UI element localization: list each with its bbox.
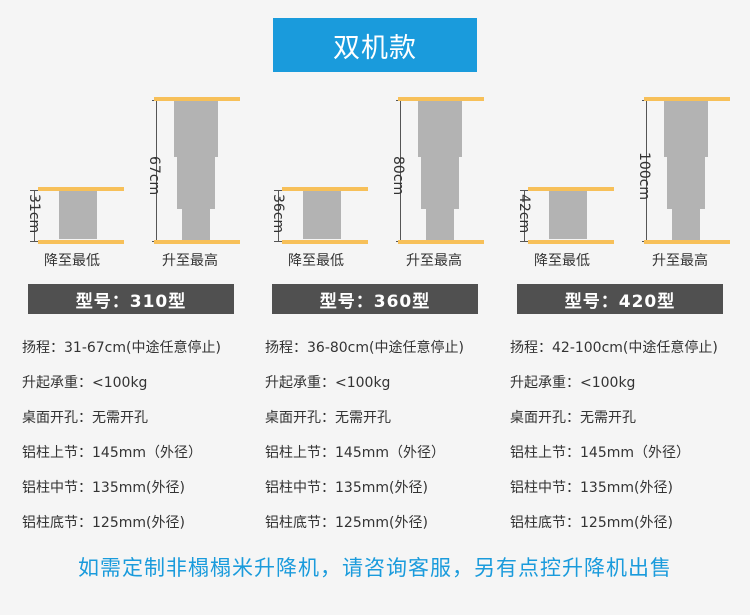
base-plate bbox=[154, 240, 240, 244]
spec-upper-tube: 铝柱上节：145mm（外径） bbox=[22, 445, 202, 461]
spec-hole: 桌面开孔：无需开孔 bbox=[22, 410, 148, 426]
height-diagram: 31cm 67cm 降至最低 升至最高 bbox=[20, 90, 265, 275]
max-height-label: 100cm bbox=[636, 152, 652, 201]
footer-notice: 如需定制非榻榻米升降机，请咨询客服，另有点控升降机出售 bbox=[78, 556, 672, 580]
spec-hole: 桌面开孔：无需开孔 bbox=[265, 410, 391, 426]
column-middle bbox=[177, 157, 215, 209]
spec-middle-tube: 铝柱中节：135mm(外径) bbox=[22, 480, 185, 496]
tabletop-plate bbox=[398, 97, 484, 101]
column-lower bbox=[182, 209, 210, 240]
base-plate bbox=[528, 240, 614, 244]
max-height-label: 67cm bbox=[146, 156, 162, 196]
lowered-column bbox=[549, 191, 587, 239]
spec-stroke: 扬程：36-80cm(中途任意停止) bbox=[265, 340, 464, 356]
tabletop-plate bbox=[528, 187, 614, 191]
spec-upper-tube: 铝柱上节：145mm（外径） bbox=[510, 445, 690, 461]
spec-stroke: 扬程：42-100cm(中途任意停止) bbox=[510, 340, 718, 356]
base-plate bbox=[38, 240, 124, 244]
base-plate bbox=[282, 240, 368, 244]
column-upper bbox=[174, 101, 218, 157]
height-diagram: 42cm 100cm 降至最低 升至最高 bbox=[508, 90, 750, 275]
tabletop-plate bbox=[154, 97, 240, 101]
base-plate bbox=[644, 240, 730, 244]
spec-bottom-tube: 铝柱底节：125mm(外径) bbox=[265, 515, 428, 531]
lowest-caption: 降至最低 bbox=[288, 253, 344, 269]
spec-load: 升起承重：<100kg bbox=[22, 375, 148, 391]
column-middle bbox=[667, 157, 705, 209]
highest-caption: 升至最高 bbox=[406, 253, 462, 269]
lowest-caption: 降至最低 bbox=[44, 253, 100, 269]
spec-bottom-tube: 铝柱底节：125mm(外径) bbox=[22, 515, 185, 531]
spec-hole: 桌面开孔：无需开孔 bbox=[510, 410, 636, 426]
column-lower bbox=[426, 209, 454, 240]
spec-upper-tube: 铝柱上节：145mm（外径） bbox=[265, 445, 445, 461]
tabletop-plate bbox=[282, 187, 368, 191]
column-upper bbox=[418, 101, 462, 157]
min-height-label: 36cm bbox=[270, 194, 286, 234]
tabletop-plate bbox=[644, 97, 730, 101]
spec-stroke: 扬程：31-67cm(中途任意停止) bbox=[22, 340, 221, 356]
highest-caption: 升至最高 bbox=[652, 253, 708, 269]
spec-bottom-tube: 铝柱底节：125mm(外径) bbox=[510, 515, 673, 531]
lowered-column bbox=[303, 191, 341, 239]
lowest-caption: 降至最低 bbox=[534, 253, 590, 269]
base-plate bbox=[398, 240, 484, 244]
max-height-label: 80cm bbox=[390, 156, 406, 196]
model-bar: 型号：420型 bbox=[517, 284, 723, 314]
spec-load: 升起承重：<100kg bbox=[510, 375, 636, 391]
model-bar: 型号：310型 bbox=[28, 284, 234, 314]
highest-caption: 升至最高 bbox=[162, 253, 218, 269]
min-height-label: 31cm bbox=[26, 194, 42, 234]
spec-middle-tube: 铝柱中节：135mm(外径) bbox=[265, 480, 428, 496]
column-middle bbox=[421, 157, 459, 209]
page-title: 双机款 bbox=[273, 18, 477, 72]
height-diagram: 36cm 80cm 降至最低 升至最高 bbox=[262, 90, 507, 275]
min-height-label: 42cm bbox=[516, 194, 532, 234]
column-upper bbox=[664, 101, 708, 157]
spec-middle-tube: 铝柱中节：135mm(外径) bbox=[510, 480, 673, 496]
column-lower bbox=[672, 209, 700, 240]
tabletop-plate bbox=[38, 187, 124, 191]
spec-load: 升起承重：<100kg bbox=[265, 375, 391, 391]
model-bar: 型号：360型 bbox=[272, 284, 478, 314]
lowered-column bbox=[59, 191, 97, 239]
